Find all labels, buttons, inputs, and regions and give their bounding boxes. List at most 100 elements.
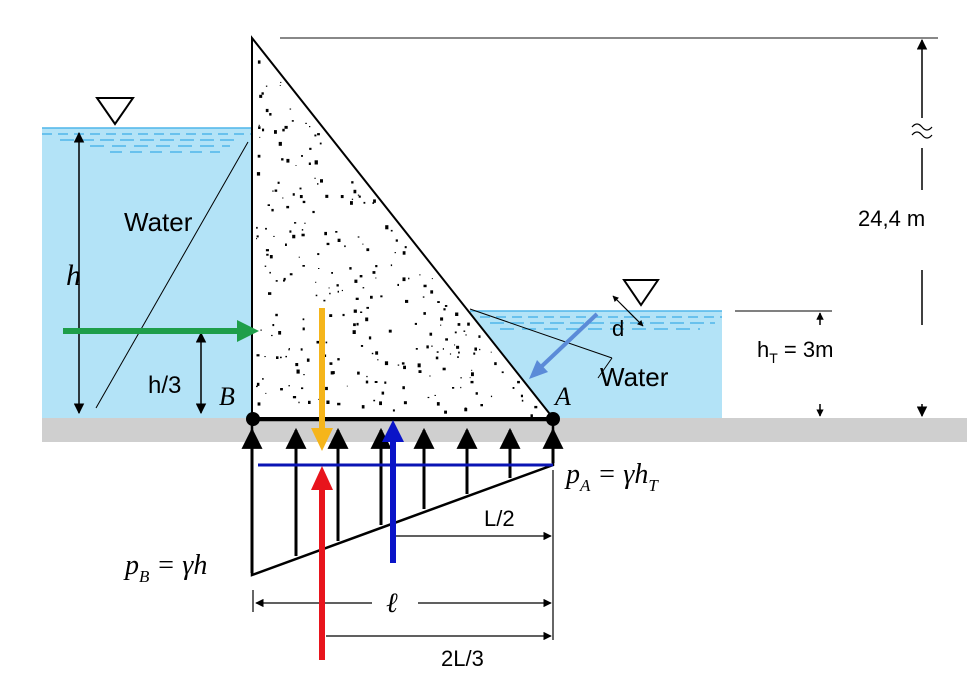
- concrete-texture: [256, 60, 538, 417]
- concrete-dot: [291, 120, 294, 122]
- concrete-dot: [288, 348, 290, 351]
- concrete-dot: [269, 255, 273, 259]
- concrete-dot: [530, 414, 533, 417]
- concrete-dot: [401, 362, 405, 365]
- concrete-dot: [395, 239, 398, 242]
- concrete-dot: [379, 401, 382, 406]
- concrete-dot: [259, 94, 263, 98]
- concrete-dot: [328, 287, 330, 289]
- concrete-dot: [256, 172, 261, 176]
- pressure-line-right-1: [469, 308, 613, 359]
- concrete-dot: [423, 284, 427, 288]
- concrete-dot: [330, 371, 334, 375]
- concrete-dot: [452, 387, 455, 389]
- force-tailwater-arrow: [529, 312, 599, 379]
- concrete-dot: [403, 365, 406, 370]
- concrete-dot: [419, 274, 421, 276]
- concrete-dot: [355, 297, 359, 300]
- concrete-dot: [442, 367, 446, 371]
- concrete-dot: [314, 134, 317, 137]
- ground: [42, 418, 967, 442]
- concrete-dot: [292, 193, 295, 196]
- concrete-dot: [265, 108, 269, 113]
- concrete-dot: [534, 405, 538, 409]
- concrete-dot: [344, 245, 346, 248]
- concrete-dot: [337, 238, 341, 242]
- concrete-dot: [277, 181, 280, 184]
- concrete-dot: [266, 253, 269, 256]
- concrete-dot: [288, 385, 290, 387]
- concrete-dot: [299, 187, 302, 190]
- concrete-dot: [265, 392, 267, 394]
- concrete-dot: [390, 264, 393, 267]
- concrete-dot: [303, 374, 305, 376]
- concrete-dot: [299, 195, 303, 199]
- concrete-dot: [289, 230, 292, 233]
- concrete-dot: [455, 312, 459, 316]
- concrete-dot: [463, 330, 466, 332]
- concrete-dot: [368, 336, 372, 340]
- concrete-dot: [323, 299, 326, 302]
- concrete-dot: [340, 195, 344, 199]
- concrete-dot: [470, 380, 474, 384]
- concrete-dot: [442, 348, 444, 350]
- concrete-dot: [283, 279, 285, 282]
- concrete-dot: [366, 306, 369, 309]
- concrete-dot: [388, 329, 392, 333]
- concrete-dot: [289, 273, 293, 276]
- concrete-dot: [302, 200, 306, 204]
- concrete-dot: [280, 356, 282, 359]
- concrete-dot: [337, 402, 341, 406]
- concrete-dot: [324, 231, 327, 236]
- concrete-dot: [267, 204, 270, 206]
- concrete-dot: [380, 295, 383, 298]
- concrete-dot: [306, 358, 310, 362]
- concrete-dot: [397, 283, 399, 286]
- concrete-dot: [272, 190, 274, 192]
- label-half-length: L/2: [484, 506, 515, 531]
- concrete-dot: [312, 210, 315, 214]
- concrete-dot: [360, 311, 363, 313]
- concrete-dot: [264, 356, 266, 358]
- concrete-dot: [517, 380, 520, 384]
- concrete-dot: [351, 181, 354, 184]
- concrete-dot: [422, 296, 425, 298]
- concrete-dot: [457, 356, 459, 358]
- concrete-dot: [273, 235, 275, 237]
- concrete-dot: [296, 369, 300, 374]
- concrete-dot: [281, 158, 284, 161]
- concrete-dot: [262, 378, 264, 380]
- concrete-dot: [405, 299, 409, 303]
- force-uplift-arrow: [311, 466, 333, 660]
- concrete-dot: [300, 348, 303, 351]
- concrete-dot: [283, 277, 286, 281]
- concrete-dot: [275, 280, 278, 282]
- concrete-dot: [479, 348, 481, 351]
- concrete-dot: [375, 265, 378, 268]
- concrete-dot: [359, 275, 363, 278]
- concrete-dot: [350, 201, 353, 205]
- concrete-dot: [278, 331, 282, 335]
- concrete-dot: [414, 322, 417, 325]
- concrete-dot: [318, 398, 320, 400]
- concrete-dot: [415, 348, 418, 350]
- concrete-dot: [475, 392, 478, 395]
- concrete-dot: [278, 141, 282, 146]
- concrete-dot: [385, 225, 389, 230]
- concrete-dot: [257, 60, 261, 64]
- pressure-line-right-2: [597, 357, 613, 379]
- concrete-dot: [284, 125, 288, 129]
- concrete-dot: [331, 272, 333, 274]
- concrete-dot: [490, 351, 492, 353]
- concrete-dot: [324, 354, 327, 357]
- concrete-dot: [335, 231, 338, 233]
- concrete-dot: [256, 235, 259, 238]
- concrete-dot: [302, 327, 305, 331]
- concrete-dot: [460, 386, 462, 389]
- concrete-dot: [285, 355, 287, 358]
- concrete-dot: [418, 370, 422, 373]
- concrete-dot: [265, 227, 267, 230]
- concrete-dot: [301, 229, 304, 231]
- concrete-dot: [372, 202, 375, 204]
- concrete-dot: [302, 318, 305, 321]
